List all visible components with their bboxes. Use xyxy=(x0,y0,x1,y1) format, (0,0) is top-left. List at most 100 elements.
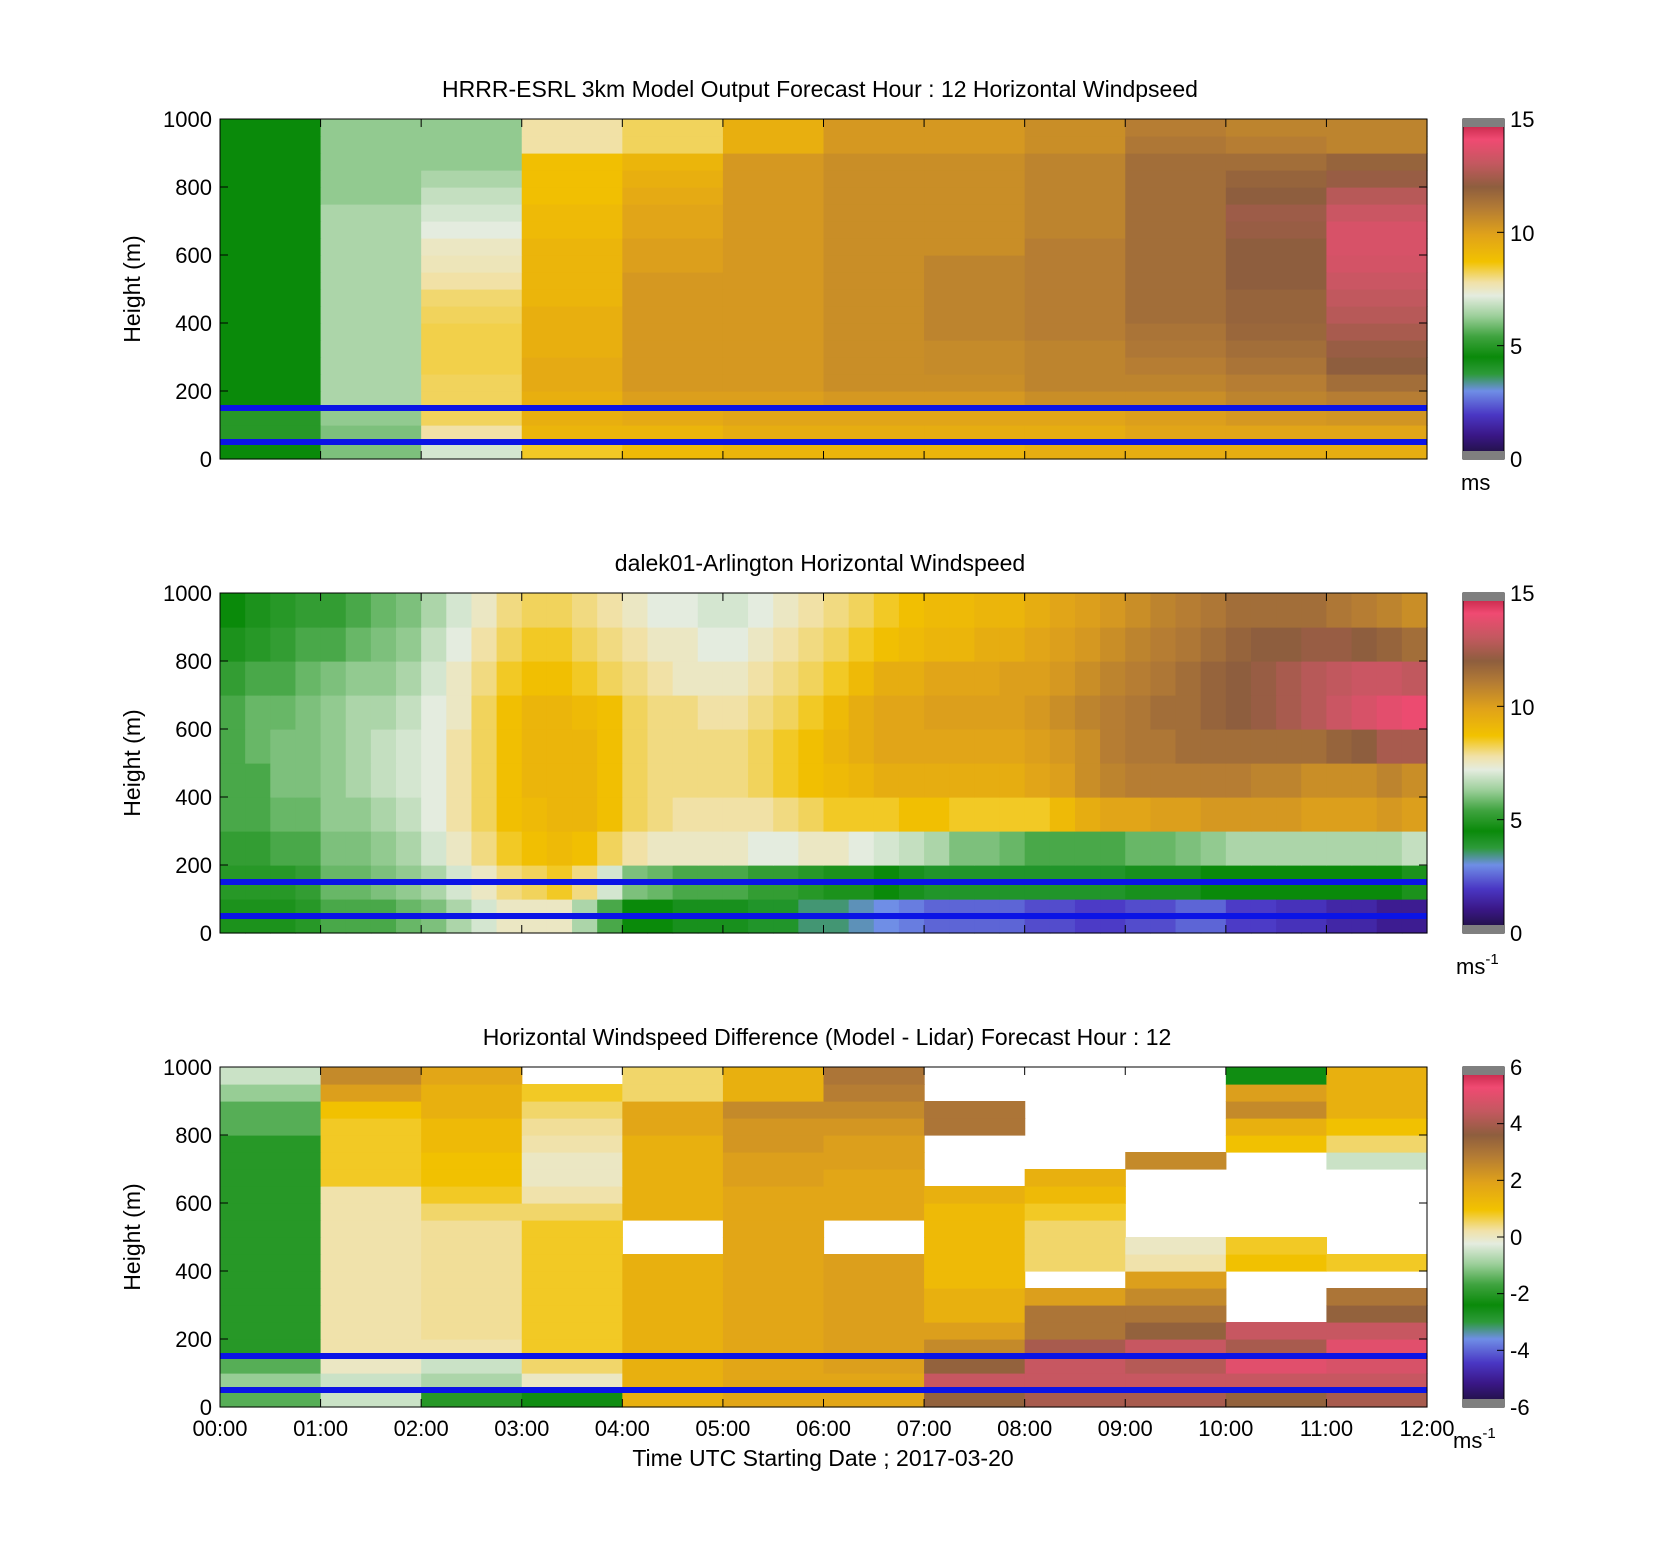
heatmap-cell xyxy=(1074,729,1101,764)
heatmap-cell xyxy=(446,797,473,832)
heatmap-cell xyxy=(1049,695,1076,730)
heatmap-cell xyxy=(521,323,623,341)
heatmap-cell xyxy=(446,661,473,696)
panel-3-ytick-400: 400 xyxy=(175,1259,212,1284)
heatmap-cell xyxy=(1225,763,1252,798)
heatmap-cell xyxy=(220,1305,322,1323)
heatmap-cell xyxy=(1225,831,1252,866)
heatmap-cell xyxy=(924,695,950,730)
heatmap-cell xyxy=(496,763,523,798)
heatmap-cell xyxy=(1225,593,1252,628)
heatmap-cell xyxy=(421,729,447,764)
heatmap-cell xyxy=(773,797,799,832)
heatmap-cell xyxy=(622,1118,724,1136)
heatmap-cell xyxy=(748,627,774,662)
heatmap-cell xyxy=(1024,1339,1126,1357)
heatmap-cell xyxy=(421,119,523,137)
heatmap-cell xyxy=(1150,763,1177,798)
heatmap-cell xyxy=(924,831,950,866)
heatmap-cell xyxy=(722,289,825,307)
heatmap-cell xyxy=(823,729,850,764)
heatmap-cell xyxy=(1125,323,1227,341)
heatmap-cell xyxy=(622,374,724,392)
heatmap-cell xyxy=(1024,272,1126,290)
heatmap-cell xyxy=(622,729,649,764)
heatmap-cell xyxy=(773,763,799,798)
heatmap-cell xyxy=(421,153,523,171)
heatmap-cell xyxy=(1326,255,1428,273)
heatmap-cell xyxy=(521,1390,623,1408)
heatmap-cell xyxy=(1301,695,1328,730)
heatmap-cell xyxy=(220,1101,322,1119)
heatmap-cell xyxy=(1100,627,1126,662)
heatmap-cell xyxy=(1074,695,1101,730)
heatmap-cell xyxy=(647,831,674,866)
heatmap-cell xyxy=(1049,661,1076,696)
x-tick-label-1200: 12:00 xyxy=(1399,1416,1454,1441)
heatmap-cell xyxy=(1125,1254,1227,1272)
heatmap-cell xyxy=(421,1288,523,1306)
heatmap-cell xyxy=(320,374,422,392)
heatmap-cell xyxy=(924,204,1026,222)
heatmap-cell xyxy=(622,627,649,662)
heatmap-cell xyxy=(873,763,900,798)
heatmap-cell xyxy=(1074,763,1101,798)
heatmap-cell xyxy=(722,831,749,866)
heatmap-cell xyxy=(295,763,322,798)
heatmap-cell xyxy=(446,763,473,798)
heatmap-cell xyxy=(722,1152,825,1170)
heatmap-cell xyxy=(1074,627,1101,662)
heatmap-cell xyxy=(320,391,422,409)
heatmap-cell xyxy=(898,627,925,662)
heatmap-cell xyxy=(345,797,372,832)
heatmap-cell xyxy=(220,661,246,696)
heatmap-cell xyxy=(722,238,825,256)
heatmap-cell xyxy=(1326,289,1428,307)
heatmap-cell xyxy=(999,695,1026,730)
heatmap-cell xyxy=(647,661,674,696)
heatmap-cell xyxy=(1376,627,1403,662)
heatmap-cell xyxy=(722,272,825,290)
heatmap-cell xyxy=(320,1186,422,1204)
heatmap-cell xyxy=(999,661,1026,696)
heatmap-cell xyxy=(521,695,548,730)
heatmap-cell xyxy=(421,1169,523,1187)
heatmap-cell xyxy=(622,1288,724,1306)
panel-3-cbar-tick-4: 4 xyxy=(1510,1111,1522,1136)
heatmap-cell xyxy=(622,153,724,171)
heatmap-cell xyxy=(1225,374,1328,392)
heatmap-cell xyxy=(823,170,925,188)
heatmap-cell xyxy=(823,255,925,273)
heatmap-cell xyxy=(1326,136,1428,154)
heatmap-cell xyxy=(823,1271,925,1289)
heatmap-cell xyxy=(320,1152,422,1170)
heatmap-cell xyxy=(1351,695,1378,730)
heatmap-cell xyxy=(597,661,623,696)
heatmap-cell xyxy=(1326,119,1428,137)
heatmap-cell xyxy=(1351,729,1378,764)
panel-1-cbar-tick-15: 15 xyxy=(1510,107,1534,132)
heatmap-cell xyxy=(220,408,322,426)
heatmap-cell xyxy=(320,425,422,443)
heatmap-cell xyxy=(597,593,623,628)
panel-3-x-ticks xyxy=(219,1067,1428,1407)
heatmap-cell xyxy=(1024,1305,1126,1323)
heatmap-cell xyxy=(697,695,724,730)
heatmap-cell xyxy=(672,729,699,764)
heatmap-cell xyxy=(521,661,548,696)
heatmap-cell xyxy=(320,170,422,188)
heatmap-cell xyxy=(647,627,674,662)
heatmap-cell xyxy=(622,306,724,324)
heatmap-cell xyxy=(974,797,1001,832)
heatmap-cell xyxy=(320,1135,422,1153)
heatmap-cell xyxy=(1326,170,1428,188)
heatmap-cell xyxy=(1024,1356,1126,1374)
heatmap-cell xyxy=(1401,797,1428,832)
heatmap-cell xyxy=(521,1203,623,1221)
heatmap-cell xyxy=(622,1339,724,1357)
heatmap-cell xyxy=(949,627,975,662)
heatmap-cell xyxy=(220,425,322,443)
heatmap-cell xyxy=(421,221,523,239)
heatmap-cell xyxy=(521,1322,623,1340)
heatmap-cell xyxy=(295,593,322,628)
